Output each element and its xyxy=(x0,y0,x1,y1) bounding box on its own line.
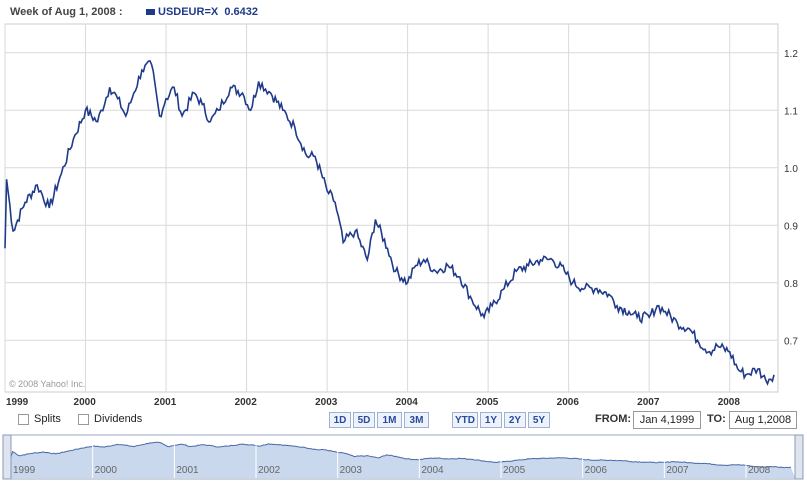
x-tick-label: 2005 xyxy=(476,397,499,408)
series-line xyxy=(4,59,775,386)
overview-year-label: 2008 xyxy=(748,465,771,476)
series-label: USDEUR=X xyxy=(158,6,219,18)
y-tick-label: 1.1 xyxy=(784,106,798,117)
plot-area xyxy=(4,23,779,393)
controls-row: Splits Dividends 1D 5D 1M 3M YTD 1Y 2Y 5… xyxy=(0,410,807,432)
x-tick-label: 2000 xyxy=(74,397,97,408)
x-tick-label: 2003 xyxy=(315,397,338,408)
splits-checkbox[interactable] xyxy=(18,414,29,425)
range-1m-button[interactable]: 1M xyxy=(377,412,402,428)
main-chart[interactable]: © 2008 Yahoo! Inc. 0.7 0.8 0.9 1.0 1.1 1.2 19… xyxy=(0,0,807,410)
range-5y-button[interactable]: 5Y xyxy=(528,412,550,428)
overview-year-label: 2003 xyxy=(340,465,363,476)
copyright: © 2008 Yahoo! Inc. xyxy=(9,379,85,389)
range-ytd-button[interactable]: YTD xyxy=(452,412,478,428)
right-range-handle[interactable] xyxy=(794,434,804,480)
range-1d-button[interactable]: 1D xyxy=(329,412,351,428)
y-tick-label: 0.8 xyxy=(784,279,798,290)
dividends-checkbox[interactable] xyxy=(78,414,89,425)
overview-line xyxy=(10,441,792,469)
x-tick-label: 2001 xyxy=(154,397,177,408)
series-swatch xyxy=(146,9,155,16)
y-tick-label: 1.2 xyxy=(784,49,798,60)
range-3m-button[interactable]: 3M xyxy=(404,412,429,428)
y-tick-label: 1.0 xyxy=(784,164,798,175)
to-label: TO: xyxy=(707,413,726,425)
splits-label: Splits xyxy=(34,413,61,425)
x-tick-label: 2007 xyxy=(637,397,660,408)
range-1y-button[interactable]: 1Y xyxy=(480,412,502,428)
week-label: Week of Aug 1, 2008 : xyxy=(10,6,123,18)
left-range-handle[interactable] xyxy=(2,434,12,480)
overview-navigator[interactable]: 1999 2000 2001 2002 2003 2004 2005 2006 2007 2008 xyxy=(0,434,807,480)
dividends-label: Dividends xyxy=(94,413,143,425)
range-5d-button[interactable]: 5D xyxy=(353,412,375,428)
to-date-input[interactable]: Aug 1,2008 xyxy=(729,411,797,429)
from-label: FROM: xyxy=(595,413,632,425)
x-tick-label: 2002 xyxy=(235,397,258,408)
overview-year-label: 2000 xyxy=(95,465,118,476)
x-tick-label: 2008 xyxy=(718,397,741,408)
overview-year-label: 1999 xyxy=(13,465,36,476)
overview-year-label: 2007 xyxy=(666,465,689,476)
overview-year-label: 2001 xyxy=(176,465,199,476)
y-tick-label: 0.9 xyxy=(784,221,798,232)
from-date-input[interactable]: Jan 4,1999 xyxy=(633,411,701,429)
overview-year-label: 2002 xyxy=(258,465,281,476)
x-tick-label: 1999 xyxy=(6,397,29,408)
overview-area xyxy=(11,442,795,478)
overview-year-label: 2006 xyxy=(585,465,608,476)
range-2y-button[interactable]: 2Y xyxy=(504,412,526,428)
overview-year-label: 2005 xyxy=(503,465,526,476)
series-value: 0.6432 xyxy=(224,6,258,18)
series-legend: USDEUR=X 0.6432 xyxy=(146,6,258,18)
x-tick-label: 2004 xyxy=(396,397,419,408)
y-tick-label: 0.7 xyxy=(784,336,798,347)
x-tick-label: 2006 xyxy=(557,397,580,408)
overview-year-label: 2004 xyxy=(421,465,444,476)
